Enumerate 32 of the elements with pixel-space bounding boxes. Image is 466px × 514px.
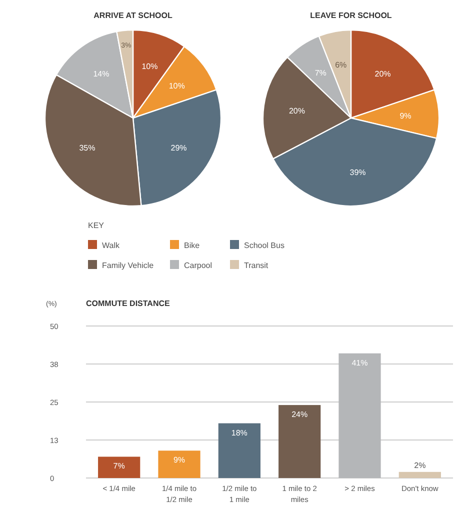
data-label: 7%: [113, 462, 125, 471]
data-label: 39%: [350, 168, 366, 178]
data-label: 14%: [93, 70, 110, 79]
data-label: 24%: [292, 410, 308, 420]
chart-title: ARRIVE AT SCHOOL: [94, 11, 172, 20]
bar: [218, 423, 260, 478]
legend-label: Carpool: [184, 261, 212, 270]
data-label: 29%: [170, 144, 187, 153]
legend-label: School Bus: [244, 241, 284, 250]
legend-label: Family Vehicle: [102, 261, 154, 270]
legend-label: Transit: [244, 261, 269, 270]
chart-title: LEAVE FOR SCHOOL: [310, 11, 392, 20]
data-label: 10%: [168, 82, 185, 91]
data-label: 41%: [352, 358, 368, 368]
data-label: 6%: [335, 60, 347, 70]
chart-title: COMMUTE DISTANCE: [86, 299, 171, 308]
data-label: 35%: [79, 144, 96, 153]
data-label: 20%: [288, 106, 305, 116]
data-label: 20%: [374, 70, 391, 79]
data-label: 2%: [414, 460, 426, 470]
bar: [398, 472, 441, 478]
legend-label: Bike: [184, 241, 200, 250]
data-label: 9%: [173, 456, 186, 465]
data-label: 10%: [142, 62, 158, 72]
data-label: 7%: [314, 68, 326, 78]
data-label: 18%: [231, 428, 248, 438]
bar: [158, 450, 200, 478]
bar: [278, 405, 321, 478]
bar: [98, 456, 140, 478]
legend-title: KEY: [88, 221, 105, 230]
legend-label: Walk: [102, 241, 120, 250]
data-label: 9%: [400, 111, 412, 120]
